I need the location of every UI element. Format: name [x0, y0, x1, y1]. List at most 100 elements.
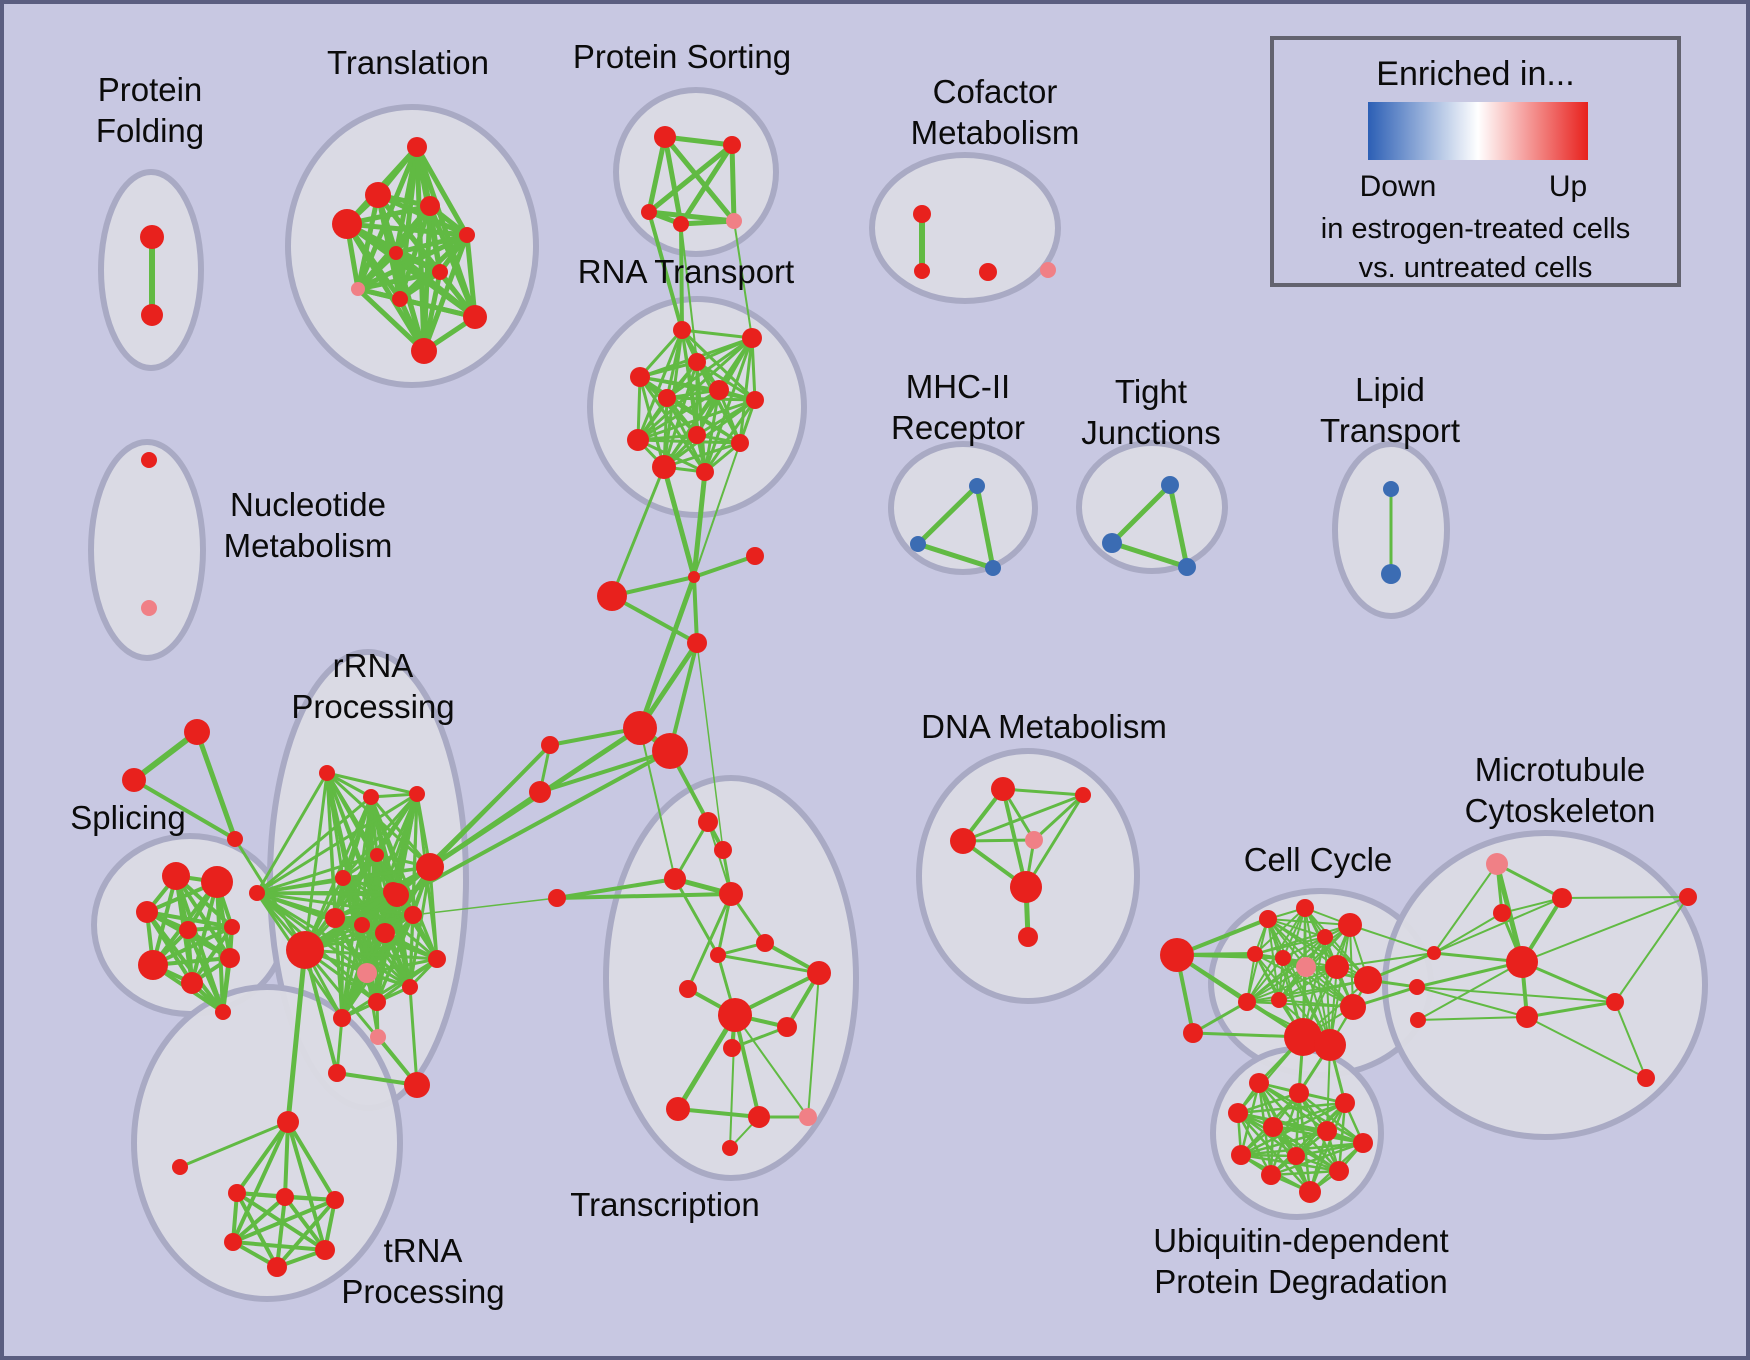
gene-set-node[interactable] — [326, 1191, 344, 1209]
gene-set-node[interactable] — [910, 536, 926, 552]
gene-set-node[interactable] — [1486, 853, 1508, 875]
gene-set-node[interactable] — [228, 1184, 246, 1202]
gene-set-node[interactable] — [215, 1004, 231, 1020]
gene-set-node[interactable] — [389, 246, 403, 260]
gene-set-node[interactable] — [1228, 1103, 1248, 1123]
gene-set-node[interactable] — [1231, 1145, 1251, 1165]
gene-set-node[interactable] — [141, 600, 157, 616]
gene-set-node[interactable] — [370, 1029, 386, 1045]
gene-set-node[interactable] — [459, 227, 475, 243]
gene-set-node[interactable] — [370, 848, 384, 862]
gene-set-node[interactable] — [1335, 1093, 1355, 1113]
gene-set-node[interactable] — [1354, 966, 1382, 994]
gene-set-node[interactable] — [1275, 950, 1291, 966]
gene-set-node[interactable] — [1296, 899, 1314, 917]
gene-set-node[interactable] — [714, 841, 732, 859]
gene-set-node[interactable] — [688, 571, 700, 583]
gene-set-node[interactable] — [1338, 913, 1362, 937]
gene-set-node[interactable] — [141, 452, 157, 468]
gene-set-node[interactable] — [799, 1108, 817, 1126]
gene-set-node[interactable] — [1025, 831, 1043, 849]
gene-set-node[interactable] — [411, 338, 437, 364]
gene-set-node[interactable] — [1010, 871, 1042, 903]
gene-set-node[interactable] — [363, 789, 379, 805]
gene-set-node[interactable] — [687, 633, 707, 653]
gene-set-node[interactable] — [325, 908, 345, 928]
gene-set-node[interactable] — [723, 1039, 741, 1057]
gene-set-node[interactable] — [985, 560, 1001, 576]
gene-set-node[interactable] — [1160, 938, 1194, 972]
gene-set-node[interactable] — [914, 263, 930, 279]
gene-set-node[interactable] — [1353, 1133, 1373, 1153]
gene-set-node[interactable] — [1183, 1023, 1203, 1043]
gene-set-node[interactable] — [641, 204, 657, 220]
gene-set-node[interactable] — [652, 455, 676, 479]
gene-set-node[interactable] — [1516, 1006, 1538, 1028]
gene-set-node[interactable] — [351, 282, 365, 296]
gene-set-node[interactable] — [541, 736, 559, 754]
gene-set-node[interactable] — [1409, 979, 1425, 995]
gene-set-node[interactable] — [1287, 1147, 1305, 1165]
gene-set-node[interactable] — [529, 781, 551, 803]
gene-set-node[interactable] — [1383, 481, 1399, 497]
gene-set-node[interactable] — [1249, 1073, 1269, 1093]
gene-set-node[interactable] — [220, 948, 240, 968]
gene-set-node[interactable] — [181, 972, 203, 994]
gene-set-node[interactable] — [335, 870, 351, 886]
gene-set-node[interactable] — [1427, 946, 1441, 960]
gene-set-node[interactable] — [122, 768, 146, 792]
gene-set-node[interactable] — [698, 812, 718, 832]
gene-set-node[interactable] — [1329, 1161, 1349, 1181]
gene-set-node[interactable] — [979, 263, 997, 281]
gene-set-node[interactable] — [548, 889, 566, 907]
gene-set-node[interactable] — [969, 478, 985, 494]
gene-set-node[interactable] — [1238, 993, 1256, 1011]
gene-set-node[interactable] — [1317, 929, 1333, 945]
gene-set-node[interactable] — [138, 950, 168, 980]
gene-set-node[interactable] — [416, 853, 444, 881]
gene-set-node[interactable] — [718, 998, 752, 1032]
gene-set-node[interactable] — [249, 885, 265, 901]
gene-set-node[interactable] — [276, 1188, 294, 1206]
gene-set-node[interactable] — [227, 831, 243, 847]
gene-set-node[interactable] — [991, 777, 1015, 801]
gene-set-node[interactable] — [1289, 1083, 1309, 1103]
gene-set-node[interactable] — [402, 979, 418, 995]
gene-set-node[interactable] — [428, 950, 446, 968]
gene-set-node[interactable] — [688, 353, 706, 371]
gene-set-node[interactable] — [623, 711, 657, 745]
gene-set-node[interactable] — [172, 1159, 188, 1175]
gene-set-node[interactable] — [1161, 476, 1179, 494]
gene-set-node[interactable] — [1325, 955, 1349, 979]
gene-set-node[interactable] — [726, 213, 742, 229]
gene-set-node[interactable] — [409, 786, 425, 802]
gene-set-node[interactable] — [201, 866, 233, 898]
gene-set-node[interactable] — [1679, 888, 1697, 906]
gene-set-node[interactable] — [368, 993, 386, 1011]
gene-set-node[interactable] — [277, 1111, 299, 1133]
gene-set-node[interactable] — [432, 264, 448, 280]
gene-set-node[interactable] — [1552, 888, 1572, 908]
gene-set-node[interactable] — [1261, 1165, 1281, 1185]
gene-set-node[interactable] — [1314, 1029, 1346, 1061]
gene-set-node[interactable] — [1271, 992, 1287, 1008]
gene-set-node[interactable] — [141, 304, 163, 326]
gene-set-node[interactable] — [688, 426, 706, 444]
gene-set-node[interactable] — [654, 126, 676, 148]
gene-set-node[interactable] — [1606, 993, 1624, 1011]
gene-set-node[interactable] — [1263, 1117, 1283, 1137]
gene-set-node[interactable] — [664, 868, 686, 890]
gene-set-node[interactable] — [385, 883, 409, 907]
gene-set-node[interactable] — [315, 1240, 335, 1260]
gene-set-node[interactable] — [1075, 787, 1091, 803]
gene-set-node[interactable] — [357, 963, 377, 983]
gene-set-node[interactable] — [392, 291, 408, 307]
gene-set-node[interactable] — [375, 923, 395, 943]
gene-set-node[interactable] — [746, 547, 764, 565]
gene-set-node[interactable] — [1018, 927, 1038, 947]
gene-set-node[interactable] — [807, 961, 831, 985]
gene-set-node[interactable] — [1410, 1012, 1426, 1028]
gene-set-node[interactable] — [162, 862, 190, 890]
gene-set-node[interactable] — [1637, 1069, 1655, 1087]
gene-set-node[interactable] — [463, 305, 487, 329]
